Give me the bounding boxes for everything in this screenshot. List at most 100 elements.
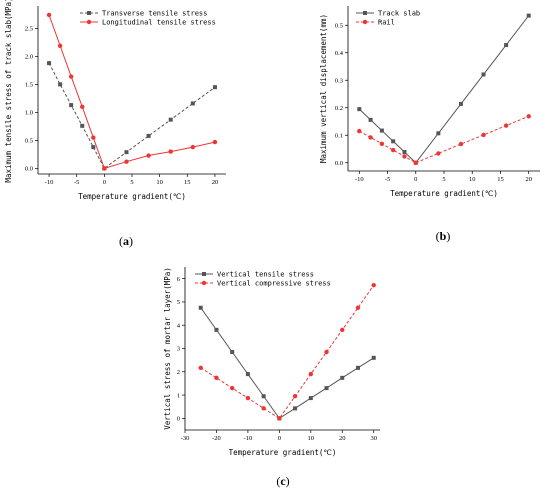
data-point (324, 386, 329, 391)
data-point (402, 154, 407, 159)
series-line-1 (200, 307, 374, 420)
data-point (390, 147, 396, 153)
x-tick-label: -5 (74, 179, 79, 186)
data-point (526, 13, 531, 18)
x-tick-label: -30 (181, 435, 190, 442)
y-tick-label: 2.5 (25, 26, 33, 33)
data-point (379, 128, 384, 133)
x-tick-label: 20 (339, 435, 346, 442)
data-point (481, 72, 486, 77)
data-point (277, 416, 282, 421)
data-point (293, 406, 298, 411)
x-tick-label: 20 (212, 179, 219, 186)
data-point (124, 150, 129, 155)
x-tick-label: -10 (355, 176, 364, 183)
y-tick-label: 0.4 (335, 50, 344, 57)
data-point (357, 107, 362, 112)
data-point (168, 149, 173, 154)
series-line-1 (358, 15, 530, 164)
data-point (80, 104, 85, 110)
data-point (214, 327, 219, 332)
series-line-1 (48, 62, 216, 170)
data-point (102, 166, 107, 171)
legend-marker (201, 280, 207, 286)
x-axis-label: Temperature gradient(℃) (390, 189, 498, 198)
panel-label: (a) (119, 234, 133, 248)
data-point (58, 82, 63, 87)
data-point (190, 101, 195, 106)
legend-marker (202, 272, 206, 276)
data-point (124, 159, 129, 164)
x-axis-label: Temperature gradient(℃) (229, 448, 337, 457)
series-line-2 (48, 14, 216, 170)
y-tick-label: 2.0 (25, 54, 33, 61)
data-point (245, 372, 250, 377)
y-tick-label: 0.3 (335, 77, 343, 84)
data-point (146, 133, 151, 138)
data-point (355, 365, 360, 370)
x-tick-label: 15 (184, 179, 191, 186)
data-point (458, 101, 463, 106)
data-point (214, 375, 219, 381)
data-point (436, 131, 441, 136)
data-point (168, 117, 173, 122)
data-point (68, 74, 74, 79)
data-point (261, 394, 266, 399)
y-tick-label: 4 (177, 322, 181, 329)
data-point (91, 135, 96, 140)
y-tick-label: 0.0 (335, 160, 343, 167)
data-point (198, 305, 203, 310)
data-point (481, 132, 486, 138)
y-tick-label: 2 (177, 369, 180, 376)
y-tick-label: 0 (177, 416, 180, 423)
y-tick-label: 0.1 (335, 132, 343, 139)
data-point (368, 135, 373, 140)
x-axis-label: Temperature gradient(℃) (78, 192, 186, 201)
x-tick-label: 15 (497, 176, 504, 183)
data-point (198, 365, 203, 371)
legend-marker (87, 11, 91, 15)
data-point (245, 395, 251, 401)
y-tick-label: 0.5 (335, 22, 343, 29)
data-point (212, 85, 217, 90)
chart-a: -10 -5 0 5 10 15 20 0.0 0.5 1.0 1.5 2.0 2.5 Temperatu… (4, 0, 226, 248)
legend-label: Track slab (378, 10, 420, 18)
data-point (379, 141, 385, 146)
y-axis-label: Maximum vertical displacement(mm) (319, 14, 328, 163)
chart-b: -10 -5 0 5 10 15 20 0.0 0.1 0.2 0.3 0.4 0.5 Temperatu… (319, 6, 540, 243)
data-point (503, 123, 509, 128)
data-point (229, 385, 235, 391)
x-tick-label: -10 (244, 435, 253, 442)
data-point (413, 160, 418, 165)
data-point (190, 144, 196, 150)
data-point (402, 150, 407, 155)
y-tick-label: 0.0 (25, 166, 33, 173)
x-tick-label: -20 (212, 435, 221, 442)
legend-label: Vertical tensile stress (217, 271, 314, 279)
x-tick-label: 0 (103, 179, 106, 186)
x-tick-label: 10 (156, 179, 163, 186)
x-tick-label: 30 (370, 435, 377, 442)
data-point (340, 327, 345, 333)
data-point (371, 282, 376, 288)
data-point (391, 139, 396, 144)
y-tick-label: 1.0 (25, 110, 33, 117)
legend-label: Vertical compressive stress (217, 280, 331, 288)
data-point (261, 406, 266, 411)
y-tick-label: 3 (177, 346, 180, 353)
data-point (292, 394, 298, 399)
y-tick-label: 1 (177, 392, 180, 399)
data-point (146, 153, 151, 158)
data-point (47, 61, 52, 66)
data-point (371, 355, 376, 360)
x-tick-label: 5 (442, 176, 445, 183)
series-line-2 (200, 284, 375, 420)
y-axis-label: Vertical stress of mortar layer(MPa) (163, 267, 172, 430)
x-tick-label: 0 (414, 176, 417, 183)
x-tick-label: -10 (45, 179, 54, 186)
x-tick-label: 0 (278, 435, 281, 442)
y-tick-label: 1.5 (25, 82, 33, 89)
data-point (230, 349, 235, 354)
data-point (80, 123, 85, 128)
data-point (308, 396, 313, 401)
